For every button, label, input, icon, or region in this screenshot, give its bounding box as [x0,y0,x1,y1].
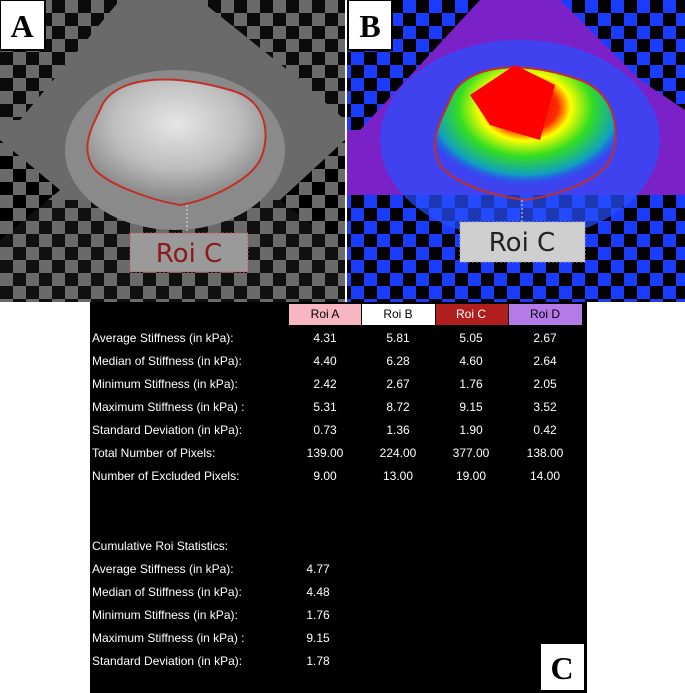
cell-value: 14.00 [530,469,560,483]
cell-value: 13.00 [383,469,413,483]
stats-panel [90,302,587,693]
roi-label: Roi C [156,239,222,269]
header-cell [362,304,435,325]
cell-value: 5.05 [459,331,483,345]
header-cell [289,304,361,325]
cell-value: 2.67 [386,377,410,391]
row-label: Median of Stiffness (in kPa): [92,585,242,599]
cell-value: 9.15 [459,400,483,414]
column-header: Roi D [530,307,560,321]
row-label: Average Stiffness (in kPa): [92,331,234,345]
cell-value: 4.40 [313,354,337,368]
row-label: Average Stiffness (in kPa): [92,562,234,576]
cell-value: 5.31 [313,400,337,414]
cell-value: 1.76 [459,377,483,391]
row-label: Standard Deviation (in kPa): [92,423,242,437]
row-label: Number of Excluded Pixels: [92,469,239,483]
cell-value: 9.00 [313,469,337,483]
cell-value: 1.90 [459,423,483,437]
cell-value: 4.31 [313,331,337,345]
row-label: Standard Deviation (in kPa): [92,654,242,668]
cell-value: 4.48 [306,585,330,599]
cell-value: 1.36 [386,423,410,437]
cell-value: 9.15 [306,631,330,645]
column-header: Roi A [311,307,340,321]
row-label: Maximum Stiffness (in kPa) : [92,400,244,414]
cell-value: 6.28 [386,354,410,368]
column-header: Roi B [383,307,412,321]
panel-label-box [347,0,393,51]
cell-value: 1.78 [306,654,330,668]
header-cell [436,304,508,325]
column-header: Roi C [456,307,486,321]
panel-label: B [359,8,380,44]
cell-value: 4.77 [306,562,330,576]
header-cell [509,304,582,325]
cell-value: 0.73 [313,423,337,437]
panel-label: C [550,650,573,686]
row-label: Median of Stiffness (in kPa): [92,354,242,368]
cell-value: 2.64 [533,354,557,368]
cell-value: 5.81 [386,331,410,345]
panel-label-box [0,0,46,51]
cell-value: 8.72 [386,400,410,414]
cell-value: 0.42 [533,423,557,437]
panel-a-image: Roi C [0,0,345,302]
row-label: Minimum Stiffness (in kPa): [92,377,238,391]
section-title: Cumulative Roi Statistics: [92,539,228,553]
row-label: Maximum Stiffness (in kPa) : [92,631,244,645]
cell-value: 4.60 [459,354,483,368]
cell-value: 3.52 [533,400,557,414]
cell-value: 377.00 [453,446,490,460]
cell-value: 138.00 [527,446,564,460]
cell-value: 224.00 [380,446,417,460]
panel-b-image: Roi C [347,0,685,302]
cell-value: 1.76 [306,608,330,622]
row-label: Minimum Stiffness (in kPa): [92,608,238,622]
panel-label-box [539,642,586,692]
stats-table: Roi A Roi B Roi C Roi D Average Stiffness (i… [92,307,564,668]
cell-value: 2.05 [533,377,557,391]
cell-value: 2.67 [533,331,557,345]
cell-value: 139.00 [307,446,344,460]
panel-label: A [10,8,33,44]
row-label: Total Number of Pixels: [92,446,215,460]
cell-value: 19.00 [456,469,486,483]
roi-label: Roi C [489,228,555,258]
cell-value: 2.42 [313,377,337,391]
